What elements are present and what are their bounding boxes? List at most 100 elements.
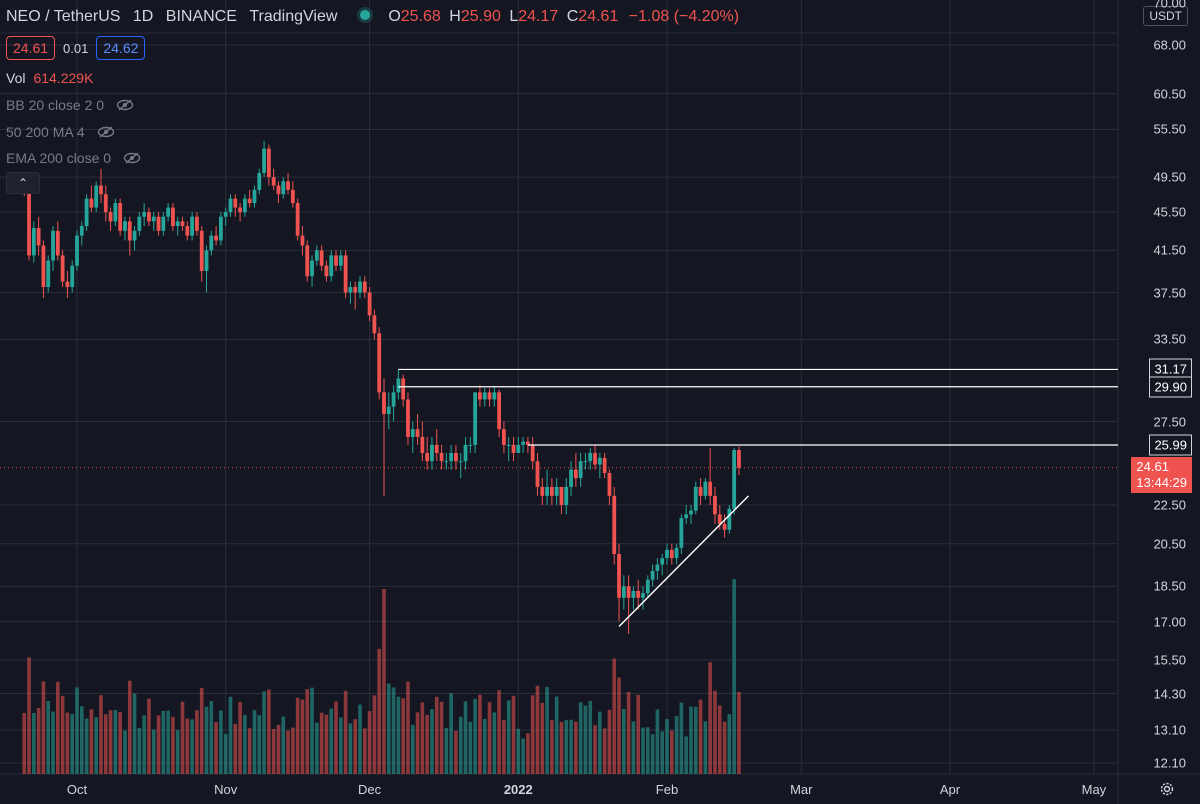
volume-bar [439,701,444,774]
volume-bar [502,719,506,774]
eye-off-icon[interactable] [116,99,134,111]
collapse-legend-button[interactable]: ⌃ [6,172,40,194]
candle-body [506,444,511,446]
volume-bar [214,722,218,774]
candle-body [276,185,281,195]
volume-bar [559,721,564,774]
bb-indicator[interactable]: BB 20 close 2 0 [6,97,134,113]
candle-body [281,181,286,195]
volume-bar [612,658,617,774]
candle-body [166,207,171,217]
volume-bar [386,683,391,774]
volume-bar [430,709,434,774]
volume-bar [156,715,161,774]
candle-body [372,315,377,334]
candle-body [482,392,487,400]
volume-bar [84,718,89,774]
gear-icon[interactable] [1158,780,1176,798]
volume-bar [190,719,194,774]
volume-bar [175,730,180,774]
volume-bar [127,680,132,774]
volume-bar [113,709,118,774]
time-tick-label: 2022 [503,782,533,797]
candle-body [314,250,319,261]
price-tick-label: 22.50 [1153,497,1186,513]
chevron-up-icon: ⌃ [17,176,29,190]
volume-bar [550,720,554,774]
candle-body [89,198,94,208]
candle-body [703,481,708,496]
price-tick-label: 60.50 [1153,86,1186,102]
volume-bar [358,704,362,774]
candle-body [612,495,617,554]
sell-button[interactable]: 24.61 [6,36,56,60]
change-value: −1.08 (−4.20%) [628,8,740,25]
candle-body [195,216,199,231]
volume-bar [334,701,338,774]
volume-bar [343,690,348,774]
candle-body [478,392,482,400]
volume-bar [315,722,319,774]
price-tick-label: 41.50 [1153,242,1186,258]
volume-bar [406,681,410,774]
eye-off-icon[interactable] [123,152,141,164]
volume-bar [588,700,593,774]
volume-bar [454,730,458,774]
volume-bar [660,731,664,774]
candle-body [439,452,444,462]
volume-indicator[interactable]: Vol 614.229K [6,70,93,86]
currency-label[interactable]: USDT [1143,6,1188,26]
candle-body [549,486,554,496]
candle-body [118,203,123,231]
candle-body [171,207,175,227]
candle-body [31,227,36,256]
ema-indicator[interactable]: EMA 200 close 0 [6,150,141,166]
candle-body [219,216,223,241]
candle-body [262,148,266,173]
candle-body [626,586,631,598]
candle-body [238,207,242,213]
volume-bar [151,729,156,774]
spread-value: 0.01 [63,40,89,56]
candle-body [266,148,271,178]
volume-bar [171,716,175,774]
price-tick-label: 27.50 [1153,414,1186,430]
candle-body [521,441,525,445]
volume-bar [391,687,396,774]
volume-value: 614.229K [33,70,94,86]
candle-body [597,457,602,465]
candle-body [36,227,41,246]
volume-bar [487,702,492,774]
volume-bar [535,685,540,774]
volume-bar [641,727,645,774]
candle-body [540,486,545,496]
candle-body [75,235,79,266]
volume-bar [593,725,597,774]
volume-bar [434,696,439,774]
volume-bar [56,681,60,774]
market-status-icon [359,10,370,20]
volume-bar [291,727,295,774]
volume-bar [646,727,650,774]
candle-body [449,452,454,462]
symbol-label[interactable]: NEO / TetherUS [6,8,121,25]
candle-body [420,436,425,453]
current-price-value: 24.61 [1136,459,1169,474]
ma-indicator[interactable]: 50 200 MA 4 [6,124,115,140]
volume-bar [655,709,660,774]
candle-body [147,212,151,222]
buy-button[interactable]: 24.62 [96,36,146,60]
volume-bar [458,716,463,774]
volume-bar [60,695,65,774]
volume-bar [722,721,727,774]
volume-bar [276,725,281,774]
close-label: C [566,8,579,25]
interval-label[interactable]: 1D [132,8,154,25]
volume-bar [108,710,113,774]
eye-off-icon[interactable] [97,126,115,138]
candle-body [665,549,669,559]
candle-body [617,553,621,598]
volume-bar [300,699,305,774]
